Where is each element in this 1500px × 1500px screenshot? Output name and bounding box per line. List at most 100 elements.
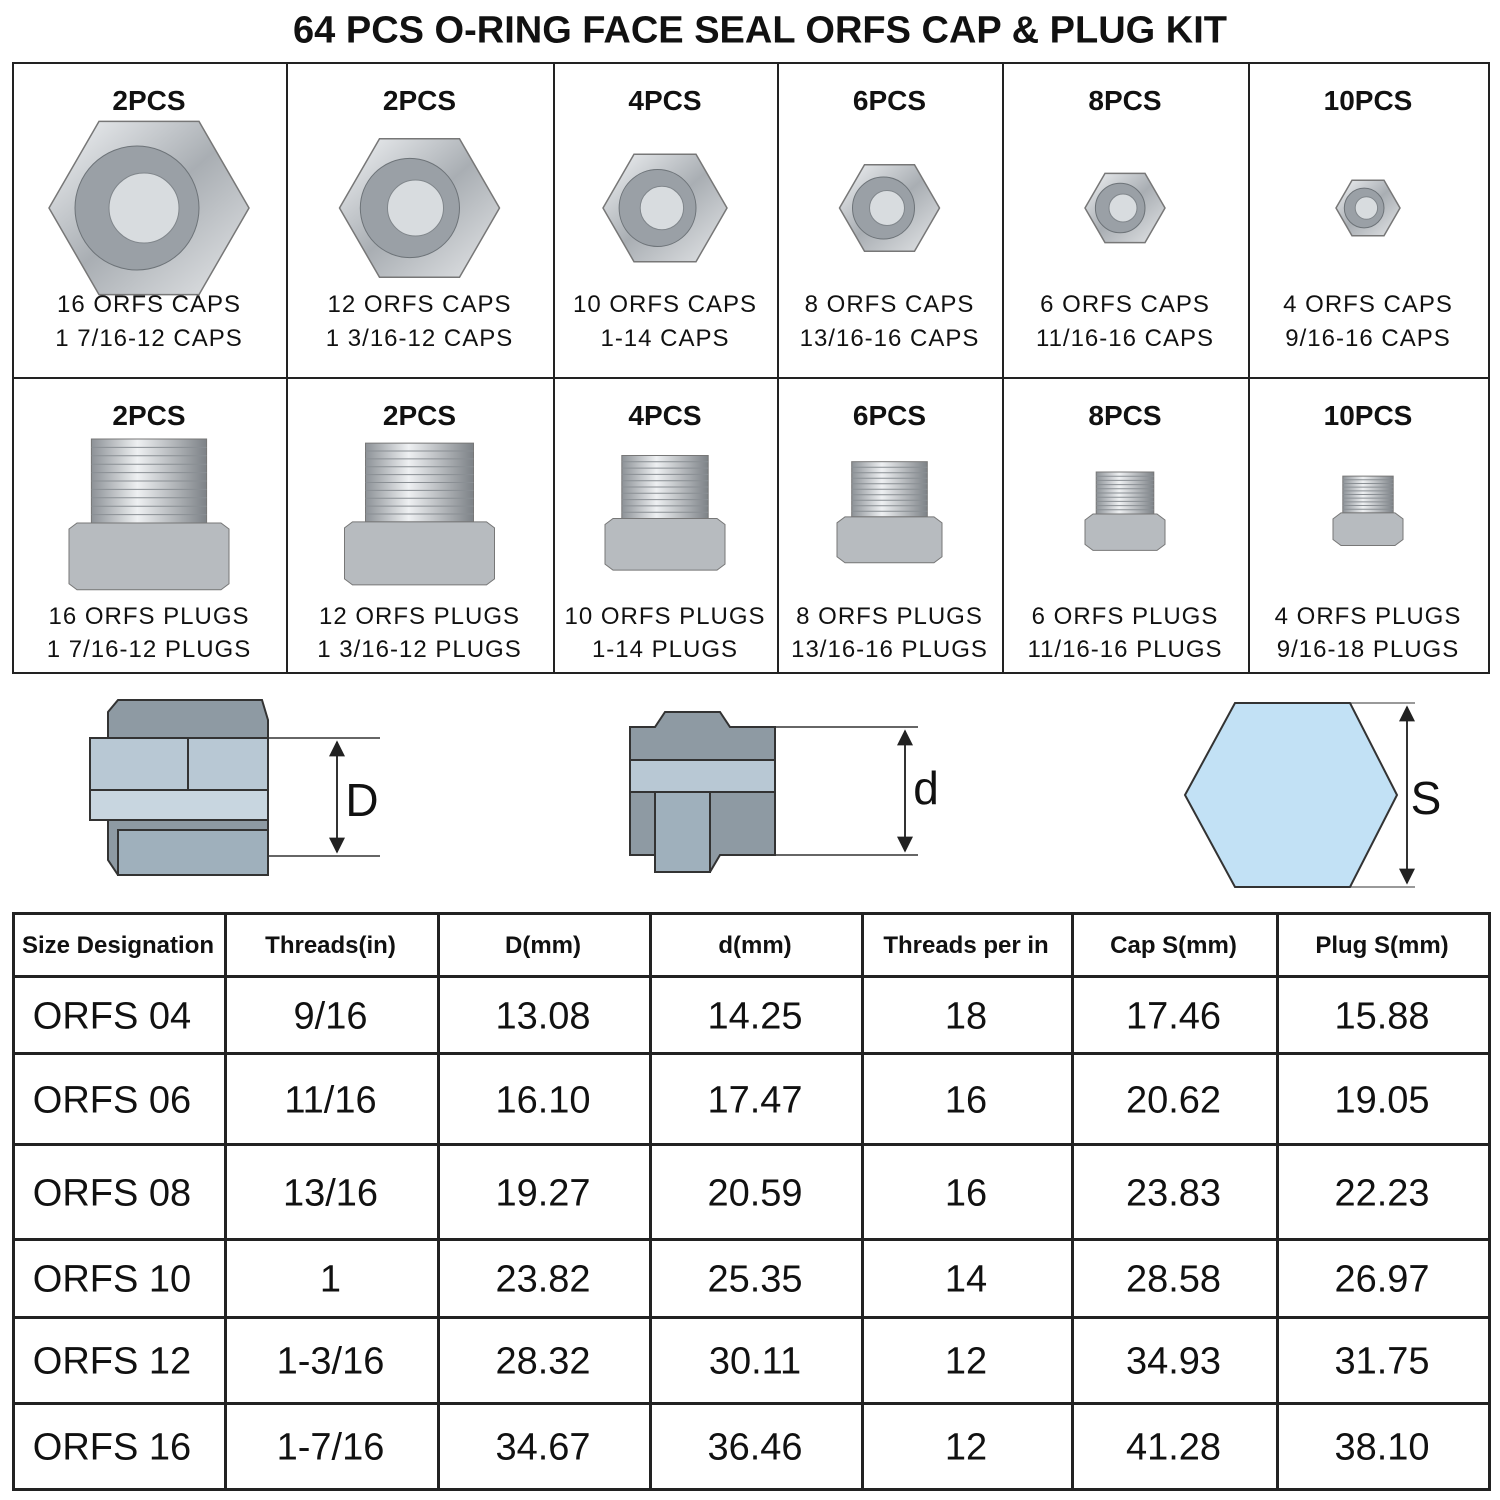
item-name: 12 ORFS CAPS	[327, 291, 512, 318]
quantity: 8PCS	[1088, 400, 1162, 431]
plug-hex	[604, 518, 726, 571]
table-cell: 14.25	[707, 995, 803, 1037]
table-cell: 12	[944, 1340, 988, 1383]
table-cell: 28.32	[495, 1340, 591, 1383]
item-size: 1 3/16-12 CAPS	[325, 325, 514, 352]
table-cell: 15.88	[1334, 995, 1430, 1037]
quantity: 2PCS	[112, 400, 186, 431]
quantity: 2PCS	[112, 85, 186, 116]
dimension-label: D	[345, 774, 379, 826]
table-cell: 41.28	[1125, 1426, 1222, 1469]
table-header: Cap S(mm)	[1110, 931, 1237, 959]
quantity: 8PCS	[1088, 85, 1162, 116]
quantity: 2PCS	[382, 85, 457, 116]
table-cell: 17.46	[1125, 995, 1222, 1037]
table-cell: 17.47	[707, 1079, 803, 1121]
item-name: 6 ORFS PLUGS	[1031, 603, 1219, 630]
table-cell: 34.93	[1125, 1340, 1222, 1383]
item-size: 13/16-16 CAPS	[799, 325, 980, 352]
table-cell: 1-3/16	[276, 1340, 385, 1383]
table-cell: 18	[944, 995, 988, 1037]
item-size: 11/16-16 PLUGS	[1027, 636, 1223, 663]
table-cell: 1-7/16	[276, 1426, 385, 1469]
quantity: 6PCS	[852, 400, 927, 431]
item-size: 11/16-16 CAPS	[1036, 325, 1214, 352]
table-cell: 12	[944, 1426, 988, 1469]
table-cell: 13.08	[495, 995, 591, 1037]
table-cell: 34.67	[495, 1426, 591, 1469]
table-cell: 14	[944, 1258, 988, 1301]
plug-section-diagram	[629, 711, 918, 873]
table-cell: ORFS 10	[32, 1258, 192, 1301]
dimension-label: d	[913, 762, 939, 814]
item-size: 1 3/16-12 PLUGS	[317, 636, 522, 663]
table-cell: 1	[319, 1258, 342, 1301]
title: 64 PCS O-RING FACE SEAL ORFS CAP & PLUG …	[293, 9, 1227, 52]
cap-bore-inner	[869, 190, 905, 226]
table-cell: 25.35	[707, 1258, 803, 1301]
cap-bore-inner	[1108, 193, 1138, 223]
cell-border	[1276, 1402, 1491, 1491]
plug-hex	[1332, 512, 1404, 546]
table-cell: 31.75	[1334, 1340, 1430, 1383]
quantity: 10PCS	[1323, 85, 1413, 116]
plug-hex	[68, 522, 230, 591]
table-cell: 9/16	[293, 995, 368, 1037]
table-cell: 30.11	[708, 1340, 802, 1383]
table-cell: 36.46	[707, 1426, 803, 1469]
table-cell: 11/16	[284, 1079, 377, 1121]
table-header: Threads(in)	[265, 931, 396, 959]
table-cell: 16	[944, 1079, 988, 1121]
table-header: d(mm)	[718, 931, 792, 959]
quantity: 6PCS	[852, 85, 927, 116]
cap-bore-inner	[108, 172, 180, 244]
table-cell: 19.27	[495, 1172, 591, 1214]
cell-border	[1248, 377, 1490, 674]
quantity: 4PCS	[628, 85, 702, 116]
item-size: 1-14 CAPS	[600, 325, 730, 352]
item-name: 8 ORFS PLUGS	[796, 603, 983, 630]
item-name: 4 ORFS CAPS	[1283, 291, 1453, 318]
item-size: 9/16-16 CAPS	[1285, 325, 1451, 352]
table-header: Threads per in	[883, 931, 1049, 959]
table-header: Size Designation	[21, 931, 215, 959]
table-cell: 26.97	[1334, 1258, 1430, 1301]
item-size: 1-14 PLUGS	[591, 636, 739, 663]
table-cell: 13/16	[282, 1172, 379, 1214]
hex-diagram	[1183, 702, 1415, 888]
table-cell: 28.58	[1125, 1258, 1222, 1301]
table-cell: ORFS 06	[32, 1079, 192, 1121]
table-cell: 16.10	[495, 1079, 591, 1121]
item-name: 4 ORFS PLUGS	[1274, 603, 1462, 630]
table-cell: ORFS 16	[32, 1426, 192, 1469]
dimension-label: S	[1410, 772, 1442, 824]
quantity: 2PCS	[382, 400, 457, 431]
table-header: D(mm)	[505, 931, 581, 959]
cap-section-diagram	[89, 699, 380, 876]
item-name: 10 ORFS PLUGS	[564, 603, 766, 630]
table-cell: ORFS 08	[32, 1172, 192, 1214]
plug-hex	[1084, 513, 1166, 551]
cap-bore-inner	[639, 185, 685, 231]
item-size: 9/16-18 PLUGS	[1276, 636, 1460, 663]
item-name: 16 ORFS CAPS	[56, 291, 242, 318]
table-header: Plug S(mm)	[1315, 931, 1449, 959]
table-cell: 20.62	[1125, 1079, 1222, 1121]
table-cell: 19.05	[1334, 1079, 1430, 1121]
item-name: 10 ORFS CAPS	[572, 291, 758, 318]
quantity: 4PCS	[628, 400, 702, 431]
item-name: 6 ORFS CAPS	[1040, 291, 1210, 318]
table-cell: 38.10	[1334, 1426, 1430, 1469]
table-cell: ORFS 04	[32, 995, 192, 1037]
plug-hex	[836, 516, 943, 564]
table-cell: ORFS 12	[32, 1340, 192, 1383]
table-cell: 23.82	[495, 1258, 591, 1301]
table-cell: 23.83	[1125, 1172, 1222, 1214]
item-name: 8 ORFS CAPS	[804, 291, 975, 318]
item-size: 1 7/16-12 CAPS	[55, 325, 243, 352]
table-cell: 20.59	[707, 1172, 803, 1214]
item-size: 1 7/16-12 PLUGS	[46, 636, 252, 663]
cap-bore-inner	[1354, 196, 1379, 220]
